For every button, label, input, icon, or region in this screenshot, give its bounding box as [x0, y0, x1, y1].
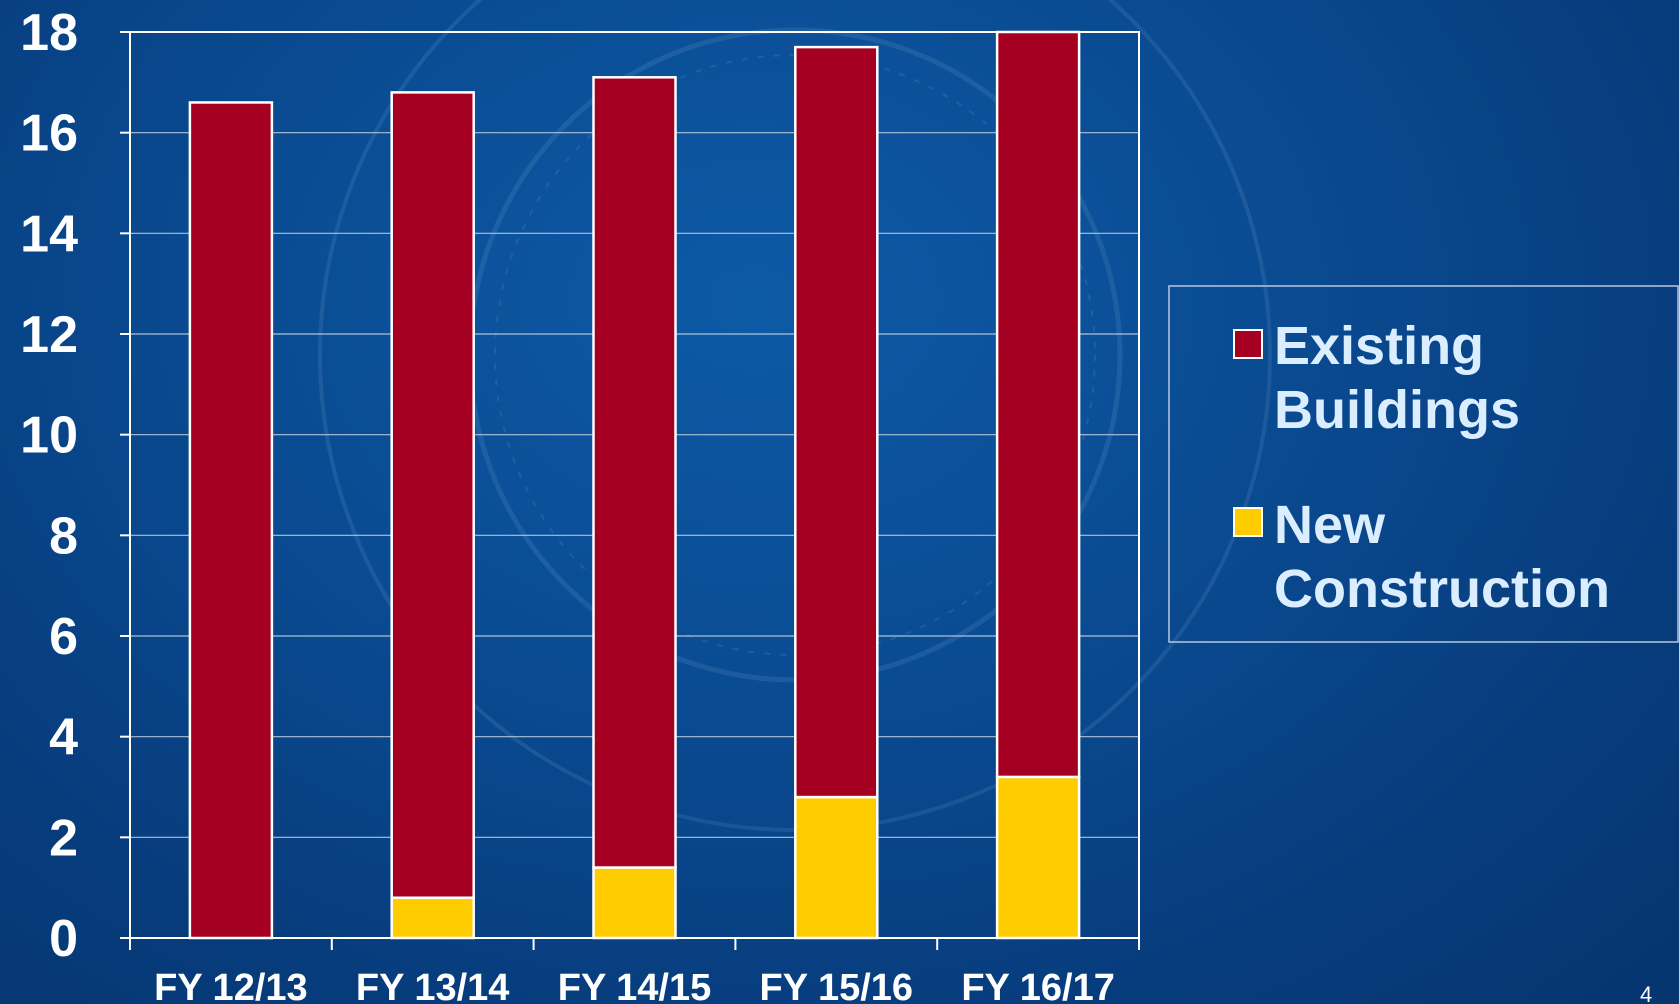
bar-new-construction [995, 775, 1081, 940]
bar-existing-buildings [995, 30, 1081, 779]
legend-swatch-new [1233, 507, 1263, 537]
legend-label-new-line2: Construction [1274, 559, 1610, 619]
bar-new-construction [390, 896, 475, 940]
y-tick-labels: 0 2 4 6 8 10 12 14 16 18 [20, 4, 78, 968]
legend-box [1168, 285, 1679, 643]
bar-existing-buildings [188, 101, 274, 940]
y-tick-label: 16 [20, 105, 78, 163]
bar-new-construction [794, 795, 879, 940]
y-tick-label: 6 [49, 608, 78, 666]
y-tick-label: 0 [49, 910, 78, 968]
y-tick-label: 10 [20, 407, 78, 465]
x-tick-label: FY 16/17 [961, 967, 1115, 1004]
plot-frame [129, 31, 1140, 939]
legend-label-existing-line1: Existing [1274, 316, 1484, 376]
legend-label-existing-line2: Buildings [1274, 380, 1520, 440]
legend-label-new-line1: New [1274, 495, 1386, 555]
x-tick-labels: FY 12/13 FY 13/14 FY 14/15 FY 15/16 FY 16/17 [154, 967, 1115, 1004]
y-tick-label: 2 [49, 809, 78, 867]
x-tick-label: FY 13/14 [356, 967, 510, 1004]
legend: Existing Buildings New Construction [1168, 285, 1679, 643]
legend-swatch-existing [1233, 329, 1263, 359]
y-tick-label: 4 [49, 709, 78, 767]
x-tick-label: FY 15/16 [760, 967, 914, 1004]
page-number: 4 [1640, 982, 1652, 1004]
bar-existing-buildings [390, 91, 475, 899]
bars [188, 30, 1081, 940]
y-tick-label: 12 [20, 306, 78, 364]
bar-existing-buildings [794, 45, 879, 799]
x-tick-label: FY 12/13 [154, 967, 308, 1004]
bar-existing-buildings [592, 76, 677, 869]
y-tick-label: 8 [49, 507, 78, 565]
y-tick-label: 18 [20, 4, 78, 62]
y-tick-label: 14 [20, 205, 78, 263]
axes [120, 31, 1140, 950]
x-tick-label: FY 14/15 [558, 967, 712, 1004]
bar-new-construction [592, 866, 677, 940]
